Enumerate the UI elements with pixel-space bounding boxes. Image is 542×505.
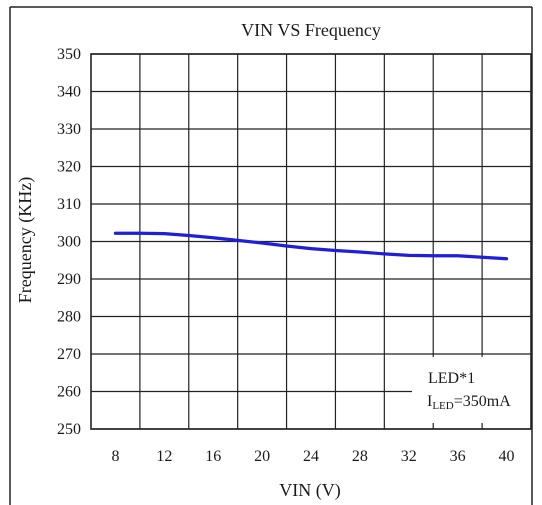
annotation-box [412,357,531,423]
y-tick-label: 350 [57,46,81,63]
y-tick-label: 300 [57,234,81,251]
y-tick-label: 310 [57,196,81,213]
y-axis-label: Frequency (KHz) [15,177,36,303]
y-tick-label: 290 [57,271,81,288]
annotation-symbol: I [427,393,432,410]
x-tick-label: 28 [352,448,368,465]
x-tick-labels: 8 12 16 20 24 28 32 36 40 [111,448,514,465]
x-tick-label: 12 [156,448,172,465]
legend-box: LED*1 ILED=350mA [412,357,531,423]
series-group [113,231,509,261]
annotation-subscript: LED [432,400,453,412]
y-tick-labels: 250 260 270 280 290 300 310 320 330 340 350 [57,46,81,438]
series-line [113,231,509,261]
annotation-value: =350mA [454,393,511,410]
y-tick-label: 320 [57,159,81,176]
y-tick-label: 250 [57,421,81,438]
x-tick-label: 8 [111,448,119,465]
y-tick-label: 330 [57,121,81,138]
annotation-line-1: LED*1 [428,370,475,387]
annotation-line-2: ILED=350mA [427,393,511,412]
chart-title: VIN VS Frequency [241,20,381,40]
y-tick-label: 260 [57,384,81,401]
x-tick-label: 32 [401,448,417,465]
y-tick-label: 340 [57,84,81,101]
y-tick-label: 270 [57,346,81,363]
x-axis-label: VIN (V) [279,480,340,501]
x-tick-label: 36 [450,448,466,465]
x-tick-label: 20 [254,448,270,465]
x-tick-label: 16 [205,448,221,465]
x-tick-label: 40 [499,448,515,465]
plot-area [90,53,532,430]
y-tick-label: 280 [57,309,81,326]
x-tick-label: 24 [303,448,319,465]
